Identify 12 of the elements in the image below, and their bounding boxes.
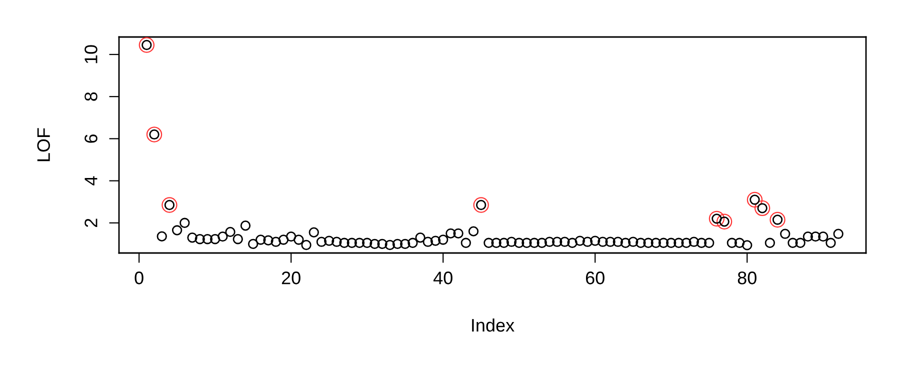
y-tick-label: 4 bbox=[84, 176, 98, 186]
x-tick-label: 20 bbox=[282, 272, 300, 284]
x-axis-title: Index bbox=[472, 318, 514, 332]
y-axis-title: LOF bbox=[37, 128, 50, 162]
x-tick-label: 60 bbox=[586, 272, 604, 284]
x-tick-label: 40 bbox=[433, 272, 452, 284]
x-tick-label: 80 bbox=[738, 272, 756, 284]
x-tick-label: 0 bbox=[134, 272, 144, 284]
y-tick-label: 2 bbox=[84, 218, 98, 228]
y-tick-label: 8 bbox=[84, 92, 98, 101]
y-tick-label: 10 bbox=[84, 45, 98, 64]
y-tick-label: 6 bbox=[84, 134, 98, 143]
